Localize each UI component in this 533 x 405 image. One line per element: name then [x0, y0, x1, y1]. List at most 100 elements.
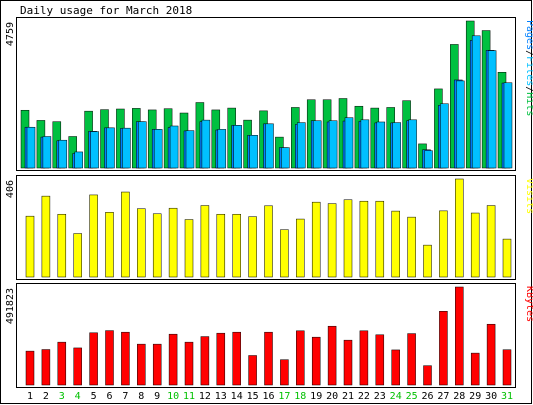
y-axis-max-label: 406 — [5, 180, 16, 198]
visits-bar — [455, 178, 464, 278]
x-tick-label: 15 — [247, 391, 259, 402]
kbytes-bar — [216, 332, 226, 386]
legend-entry: Pages — [524, 20, 533, 50]
x-axis-day-labels: 1 2 3 4 5 6 7 8 9 10 11 12 13 14 15 16 17 18 19 20 21 22 23 24 2… — [27, 391, 513, 402]
kbytes-bar — [264, 331, 273, 386]
visits-bar — [486, 205, 496, 278]
files-bar — [344, 117, 354, 169]
files-bar — [360, 119, 370, 169]
kbytes-bar — [232, 331, 241, 386]
files-bar — [408, 119, 417, 169]
x-tick-label: 16 — [262, 391, 274, 402]
visits-bar — [200, 205, 210, 278]
x-tick-label: 24 — [390, 391, 402, 402]
kbytes-bar — [502, 349, 512, 386]
legend: Visits — [524, 178, 533, 214]
y-axis-max-label: 491823 — [5, 288, 16, 324]
visits-bar — [439, 210, 448, 278]
files-bar — [297, 122, 306, 169]
legend-entry: Hits — [524, 92, 533, 116]
x-tick-label: 1 — [27, 391, 33, 402]
legend: Pages/Files/Hits — [524, 20, 533, 116]
kbytes-bar — [391, 349, 400, 386]
kbytes-bar — [248, 355, 257, 386]
kbytes-bar — [137, 343, 146, 386]
x-tick-label: 7 — [122, 391, 128, 402]
visits-bar — [375, 200, 385, 278]
kbytes-bar — [423, 365, 432, 386]
kbytes-bar — [89, 332, 98, 386]
x-tick-label: 13 — [215, 391, 227, 402]
visits-bar — [41, 195, 51, 278]
kbytes-bar — [184, 341, 194, 386]
x-tick-label: 23 — [374, 391, 386, 402]
files-bar — [503, 82, 513, 169]
x-tick-label: 18 — [294, 391, 306, 402]
x-tick-label: 14 — [231, 391, 243, 402]
kbytes-bar — [41, 349, 51, 386]
files-bar — [122, 127, 131, 169]
kbytes-bar — [455, 286, 464, 386]
kbytes-bar — [73, 347, 82, 386]
x-tick-label: 10 — [167, 391, 179, 402]
x-tick-label: 21 — [342, 391, 354, 402]
files-bar — [312, 120, 322, 169]
legend-entry: Files — [524, 56, 533, 86]
panel-pages-files-hits: 4759 Pages/Files/Hits — [5, 17, 533, 171]
visits-bar — [423, 244, 432, 278]
visits-bar — [216, 213, 226, 278]
files-bar — [185, 130, 195, 169]
kbytes-bar — [439, 311, 448, 386]
chart-title: Daily usage for March 2018 — [20, 4, 192, 17]
x-tick-label: 20 — [326, 391, 338, 402]
x-tick-label: 28 — [453, 391, 465, 402]
visits-bar — [391, 210, 400, 278]
y-axis-max-label: 4759 — [5, 22, 16, 46]
kbytes-bar — [105, 330, 114, 386]
visits-bar — [407, 216, 416, 278]
x-tick-label: 9 — [154, 391, 160, 402]
kbytes-bar — [407, 333, 416, 386]
kbytes-bar — [343, 339, 353, 386]
files-bar — [153, 129, 163, 169]
visits-bar — [121, 191, 130, 278]
x-tick-label: 6 — [106, 391, 112, 402]
files-bar — [138, 121, 147, 169]
files-bar — [106, 127, 115, 169]
kbytes-bar — [327, 325, 337, 386]
x-tick-label: 17 — [278, 391, 290, 402]
x-tick-label: 12 — [199, 391, 211, 402]
files-bar — [376, 121, 386, 169]
visits-bar — [470, 212, 480, 278]
visits-bar — [184, 219, 194, 278]
kbytes-bar — [57, 341, 67, 386]
files-bar — [26, 126, 36, 169]
files-bar — [471, 35, 481, 169]
files-bar — [90, 131, 99, 169]
x-tick-label: 19 — [310, 391, 322, 402]
visits-bar — [264, 205, 273, 278]
x-tick-label: 4 — [75, 391, 81, 402]
visits-bar — [232, 213, 241, 278]
x-tick-label: 30 — [485, 391, 497, 402]
panel-kbytes: 491823 KBytes — [5, 283, 533, 388]
kbytes-bar — [200, 336, 210, 386]
files-bar — [440, 103, 449, 169]
visits-bar — [105, 212, 114, 278]
x-tick-label: 11 — [183, 391, 195, 402]
visits-bar — [502, 238, 512, 278]
x-tick-label: 27 — [437, 391, 449, 402]
files-bar — [169, 125, 179, 169]
kbytes-bar — [375, 334, 385, 386]
panel-visits: 406 Visits — [5, 175, 533, 280]
kbytes-bar — [280, 359, 289, 386]
kbytes-bar — [470, 352, 480, 386]
kbytes-bar — [359, 330, 369, 386]
x-tick-label: 25 — [406, 391, 418, 402]
files-bar — [487, 50, 497, 169]
visits-bar — [248, 216, 257, 278]
visits-bar — [57, 213, 67, 278]
x-tick-label: 22 — [358, 391, 370, 402]
